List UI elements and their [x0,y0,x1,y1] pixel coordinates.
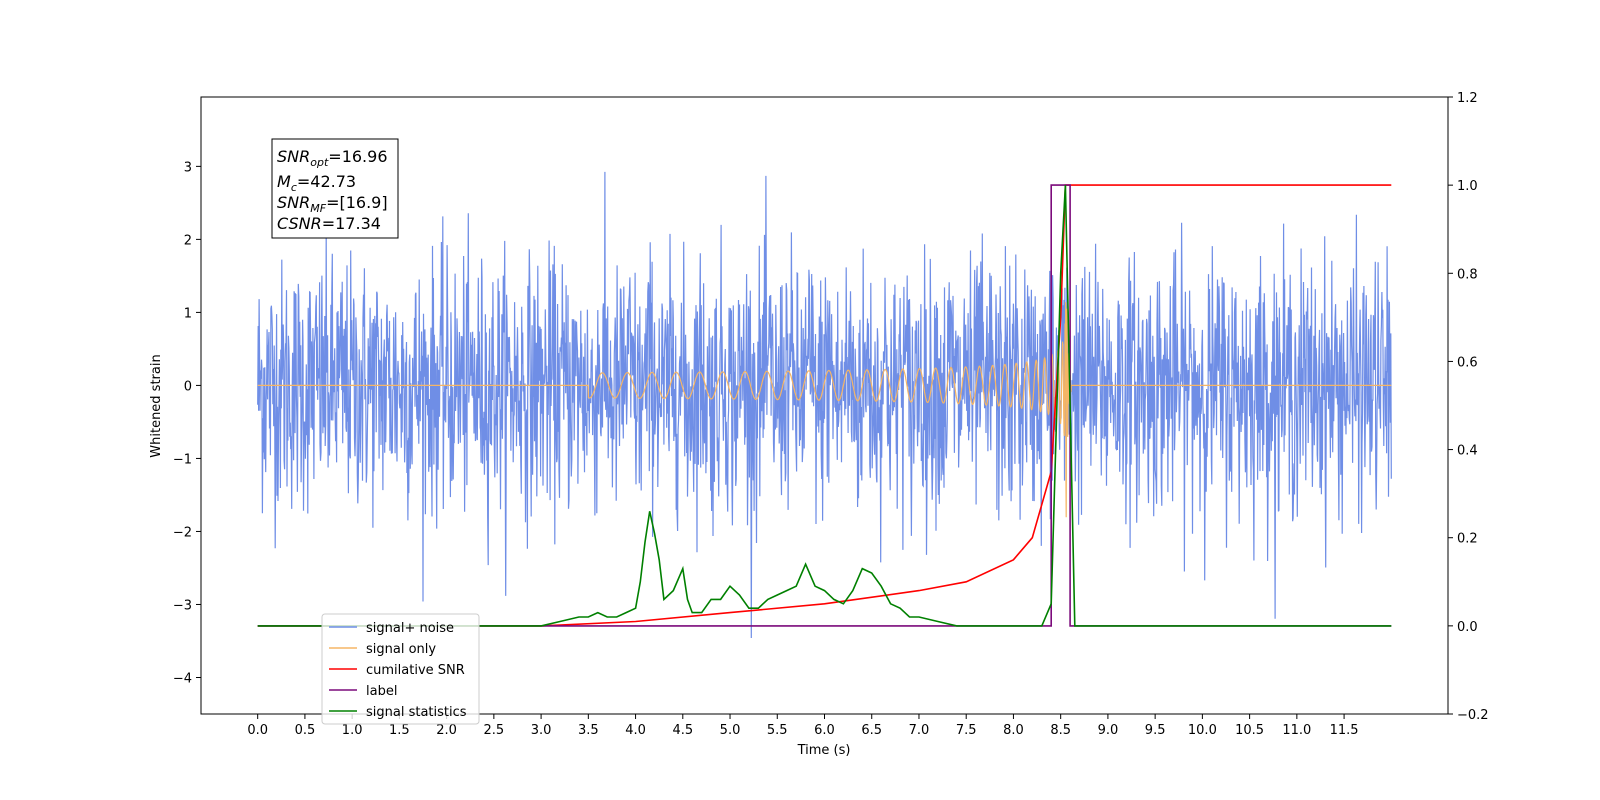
y-left-tick-label: 1 [184,306,192,321]
x-axis-label: Time (s) [797,743,851,758]
y-left-tick-label: −2 [173,525,192,540]
x-axis-ticks: 0.0 0.5 1.0 1.5 2.0 2.5 3.0 3.5 4.0 4.5 5.0 5.5 6.0 6… [247,714,1359,738]
csnr-value: =17.34 [322,214,381,233]
legend-label: signal only [366,642,436,657]
signal-statistics-line [257,185,1392,627]
svg-text:SNRMF=[16.9]: SNRMF=[16.9] [277,193,388,215]
signal-noise-series [257,171,1392,639]
signal-only-line [257,302,1392,518]
y-left-axis-ticks: −4 −3 −2 −1 0 1 2 3 [173,160,201,686]
y-right-tick-label: 0.2 [1457,532,1478,547]
y-axis-label: Whitened strain [149,354,164,457]
snr-opt-value: =16.96 [328,147,387,166]
x-tick-label: 3.5 [578,723,599,738]
y-right-tick-label: 0.6 [1457,355,1478,370]
x-tick-label: 8.0 [1003,723,1024,738]
y-left-tick-label: −1 [173,452,192,467]
snr-mf-value: =[16.9] [326,193,388,212]
annotation-box: SNRopt=16.96 Mc=42.73 SNRMF=[16.9] CSNR=… [271,138,399,239]
x-tick-label: 5.0 [720,723,741,738]
x-tick-label: 0.5 [295,723,316,738]
x-tick-label: 9.5 [1145,723,1166,738]
x-tick-label: 6.0 [814,723,835,738]
x-tick-label: 11.0 [1282,723,1311,738]
x-tick-label: 6.5 [861,723,882,738]
x-tick-label: 9.0 [1098,723,1119,738]
legend-label: signal+ noise [366,621,454,636]
x-tick-label: 7.5 [956,723,977,738]
svg-text:Mc=42.73: Mc=42.73 [277,172,356,194]
legend-label: label [366,684,397,699]
x-tick-label: 10.5 [1235,723,1264,738]
y-right-tick-label: 0.4 [1457,444,1478,459]
x-tick-label: 5.5 [767,723,788,738]
y-left-tick-label: 2 [184,233,192,248]
legend-label: signal statistics [366,705,467,720]
y-right-axis-ticks: −0.2 0.0 0.2 0.4 0.6 0.8 1.0 1.2 [1448,91,1489,723]
y-right-tick-label: 0.0 [1457,620,1478,635]
x-tick-label: 2.5 [484,723,505,738]
y-left-tick-label: −3 [173,598,192,613]
x-tick-label: 11.5 [1330,723,1359,738]
y-left-tick-label: 0 [184,379,192,394]
y-right-tick-label: 1.0 [1457,179,1478,194]
y-left-tick-label: −4 [173,671,192,686]
x-tick-label: 4.5 [672,723,693,738]
y-right-tick-label: 0.8 [1457,267,1478,282]
x-tick-label: 1.0 [342,723,363,738]
y-left-tick-label: 3 [184,160,192,175]
x-tick-label: 7.0 [909,723,930,738]
signal-noise-line [257,171,1392,639]
x-tick-label: 0.0 [247,723,268,738]
svg-text:SNRopt=16.96: SNRopt=16.96 [277,147,388,169]
signal-only-series [257,302,1392,518]
x-tick-label: 3.0 [531,723,552,738]
y-right-tick-label: −0.2 [1457,708,1489,723]
svg-text:CSNR=17.34: CSNR=17.34 [277,214,381,233]
y-right-tick-label: 1.2 [1457,91,1478,106]
x-tick-label: 1.5 [389,723,410,738]
x-tick-label: 10.0 [1188,723,1217,738]
legend-label: cumilative SNR [366,663,465,678]
x-tick-label: 4.0 [625,723,646,738]
x-tick-label: 2.0 [436,723,457,738]
legend: signal+ noise signal only cumilative SNR la… [321,613,480,725]
cumulative-snr-line [257,184,1392,627]
mc-value: =42.73 [297,172,356,191]
x-tick-label: 8.5 [1050,723,1071,738]
